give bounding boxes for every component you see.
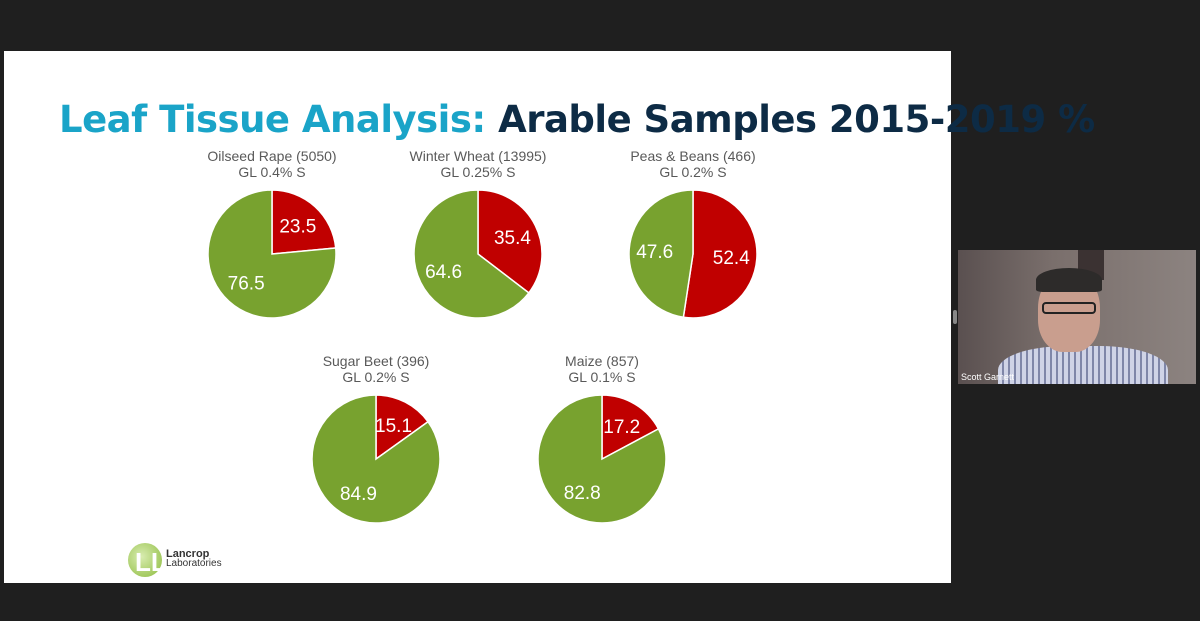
pie-subtitle: GL 0.2% S: [659, 164, 727, 180]
participant-hair: [1036, 268, 1102, 292]
pie-subtitle: GL 0.4% S: [238, 164, 306, 180]
pie-svg: 52.4 47.6: [628, 189, 758, 319]
pie-data-label: 15.1: [375, 416, 412, 437]
pie-svg: 15.1 84.9: [311, 394, 441, 524]
slide-title-part1: Leaf Tissue Analysis:: [59, 98, 486, 141]
pie-svg: 17.2 82.8: [537, 394, 667, 524]
logo-line2: Laboratories: [166, 558, 222, 569]
lancrop-logo: LL Lancrop Laboratories: [128, 543, 238, 583]
pie-chart-sugar-beet: Sugar Beet (396) GL 0.2% S 15.1 84.9: [256, 353, 496, 529]
pie-data-label: 35.4: [494, 228, 531, 249]
participant-body: [998, 346, 1168, 384]
logo-circle: [128, 543, 162, 577]
pie-title: Peas & Beans (466): [630, 148, 756, 164]
pie-slice-green: [628, 189, 694, 319]
pie-chart-maize: Maize (857) GL 0.1% S 17.2 82.8: [482, 353, 722, 529]
pie-chart-oilseed-rape: Oilseed Rape (5050) GL 0.4% S 23.5 76.5: [152, 148, 392, 324]
pie-svg: 23.5 76.5: [207, 189, 337, 319]
pie-subtitle: GL 0.25% S: [440, 164, 516, 180]
slide-title: Leaf Tissue Analysis: Arable Samples 201…: [59, 98, 1095, 141]
pie-subtitle: GL 0.1% S: [568, 369, 636, 385]
pie-data-label: 84.9: [340, 484, 377, 505]
pie-slice-green: [207, 189, 337, 319]
pie-title: Maize (857): [565, 353, 639, 369]
pie-data-label: 64.6: [425, 262, 462, 283]
pie-data-label: 52.4: [713, 248, 750, 269]
pie-slice-red: [271, 189, 337, 255]
logo-mark: LL: [135, 547, 167, 577]
participant-video-tile[interactable]: Scott Garnett: [958, 250, 1196, 384]
logo-text: Lancrop Laboratories: [166, 549, 222, 569]
slide-title-part2: Arable Samples 2015-2019 %: [498, 98, 1095, 141]
participant-glasses: [1042, 302, 1096, 314]
participant-name-label: Scott Garnett: [961, 372, 1015, 382]
pie-data-label: 23.5: [279, 217, 316, 238]
logo-line1: Lancrop: [166, 548, 210, 560]
pie-data-label: 17.2: [603, 417, 640, 438]
pie-slice-green: [311, 394, 441, 524]
pie-chart-peas-beans: Peas & Beans (466) GL 0.2% S 52.4 47.6: [573, 148, 813, 324]
panel-resize-handle[interactable]: [953, 310, 957, 324]
pie-data-label: 47.6: [636, 242, 673, 263]
pie-title: Winter Wheat (13995): [409, 148, 547, 164]
pie-chart-winter-wheat: Winter Wheat (13995) GL 0.25% S 35.4 64.6: [358, 148, 598, 324]
pie-subtitle: GL 0.2% S: [342, 369, 410, 385]
pie-title: Oilseed Rape (5050): [207, 148, 337, 164]
presentation-slide: Leaf Tissue Analysis: Arable Samples 201…: [4, 51, 1095, 583]
pie-slice-green: [413, 189, 530, 319]
pie-slice-red: [682, 189, 758, 319]
pie-slice-red: [601, 394, 660, 461]
pie-data-label: 82.8: [564, 483, 601, 504]
pie-slice-red: [375, 394, 430, 461]
pie-slice-green: [537, 394, 667, 524]
pie-svg: 35.4 64.6: [413, 189, 543, 319]
pie-title: Sugar Beet (396): [322, 353, 430, 369]
pie-data-label: 76.5: [228, 273, 265, 294]
pie-slice-red: [477, 189, 543, 294]
